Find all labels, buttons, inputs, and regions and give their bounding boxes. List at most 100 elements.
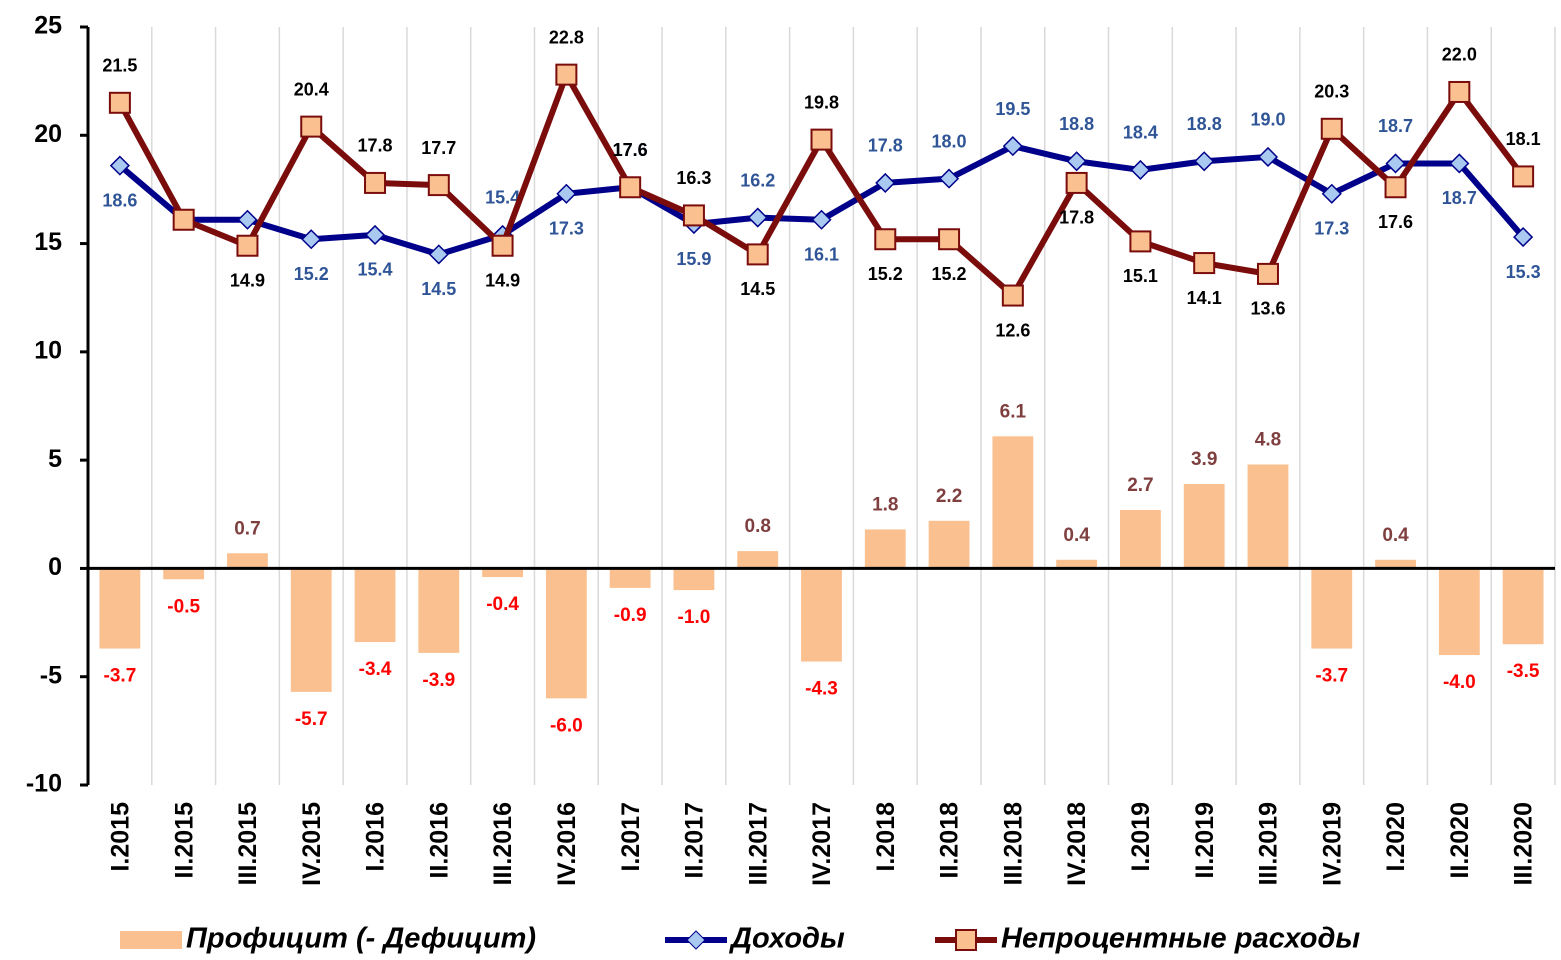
data-label: -0.5 [167,596,200,617]
marker [301,229,322,250]
marker [810,128,833,151]
bar [1311,568,1353,649]
data-label: 18.4 [1123,123,1158,143]
x-tick-label: II.2020 [1446,802,1474,878]
marker [1065,171,1088,194]
bar [1056,559,1098,569]
data-label: 0.7 [234,518,260,539]
data-label: 18.8 [1187,114,1222,134]
data-label: 15.4 [485,188,520,208]
data-label: 17.6 [613,140,648,160]
data-label: 15.2 [932,264,967,284]
legend-label: Доходы [728,923,845,955]
data-label: 17.3 [1314,219,1349,239]
bar [163,568,205,580]
data-label: -3.5 [1507,661,1540,682]
data-label: 18.1 [1506,129,1541,149]
data-label: 17.8 [1059,208,1094,228]
data-label: 18.0 [932,131,967,151]
x-tick-label: IV.2017 [808,802,836,886]
bar [1247,464,1289,569]
data-label: 15.2 [294,264,329,284]
data-label: 18.6 [102,190,137,210]
data-label: 4.8 [1255,429,1281,450]
bar [99,568,141,649]
data-label: 16.3 [676,168,711,188]
marker [237,209,258,230]
bar [801,568,842,662]
data-label: 18.8 [1059,114,1094,134]
marker [1130,159,1151,180]
x-tick-label: III.2017 [744,802,772,885]
legend-swatch [120,931,182,949]
y-tick-label: -10 [26,770,62,798]
marker [172,208,195,231]
x-tick-label: II.2017 [681,802,709,878]
data-label: 22.8 [549,27,584,47]
legend-marker [686,930,706,950]
y-tick-label: 25 [34,12,62,40]
marker [364,171,387,194]
marker [556,183,577,204]
marker [109,155,130,176]
y-tick-label: 15 [34,228,62,256]
data-label: 14.9 [230,270,265,290]
data-label: 19.0 [1250,110,1285,130]
marker [1194,151,1215,172]
marker [1512,165,1535,188]
marker [1449,153,1470,174]
x-tick-label: IV.2019 [1318,802,1346,886]
x-tick-label: III.2015 [234,802,262,885]
data-label: -6.0 [550,715,583,736]
legend-label: Профицит (- Дефицит) [186,923,536,955]
data-label: 17.7 [421,138,456,158]
marker [428,244,449,265]
data-label: 14.9 [485,270,520,290]
data-label: 17.3 [549,219,584,239]
marker [875,172,896,193]
marker [236,234,259,257]
line [117,143,1526,258]
bar [1438,568,1480,656]
data-label: 19.8 [804,92,839,112]
data-label: 18.7 [1378,116,1413,136]
marker [1257,146,1279,168]
marker [746,243,769,266]
marker [1129,230,1152,253]
bar [992,436,1034,569]
x-tick-label: III.2018 [999,802,1027,885]
data-label: 0.8 [745,516,771,537]
bar [609,568,651,588]
data-label: 3.9 [1191,449,1217,470]
x-tick-label: I.2018 [872,802,900,872]
data-label: 16.1 [804,244,839,264]
data-label: 20.3 [1314,82,1349,102]
marker [874,228,897,251]
x-tick-label: I.2015 [107,802,135,872]
legend-marker [955,929,977,951]
marker [491,234,514,257]
data-label: -3.9 [422,670,455,691]
marker [108,91,131,114]
data-label: 19.5 [995,99,1030,119]
x-tick-label: II.2018 [936,802,964,879]
data-label: -5.7 [295,709,328,730]
marker [939,168,960,189]
data-label: 12.6 [995,320,1030,340]
bar [418,568,460,653]
bar [1375,559,1416,569]
marker [300,115,323,138]
marker [811,209,832,230]
y-tick-label: 5 [48,445,62,473]
data-label: 18.7 [1442,188,1477,208]
x-tick-label: I.2019 [1127,802,1155,872]
y-tick-label: -5 [40,661,62,689]
x-tick-label: II.2019 [1191,802,1219,878]
legend-label: Непроцентные расходы [1001,923,1360,955]
data-label: -0.4 [486,594,519,615]
x-tick-label: IV.2018 [1063,802,1091,886]
marker [1066,151,1087,172]
data-label: 15.3 [1506,262,1541,282]
data-label: 1.8 [872,494,898,515]
data-label: 17.6 [1378,212,1413,232]
